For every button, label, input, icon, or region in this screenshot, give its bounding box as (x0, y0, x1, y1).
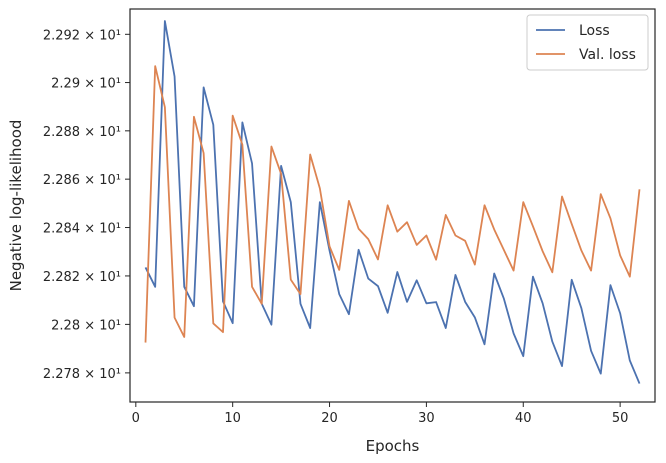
y-tick-label: 2.29 × 10¹ (51, 77, 121, 92)
y-tick-label: 2.284 × 10¹ (43, 222, 121, 237)
legend: Loss Val. loss (526, 14, 649, 71)
y-tick-label: 2.282 × 10¹ (43, 270, 121, 285)
legend-label-loss: Loss (579, 23, 610, 39)
x-tick-label: 50 (612, 411, 629, 426)
series-line-val-loss (144, 65, 641, 343)
y-tick-label: 2.292 × 10¹ (43, 28, 121, 43)
x-tick-label: 40 (515, 411, 532, 426)
y-axis: 2.278 × 10¹ 2.28 × 10¹ 2.282 × 10¹ 2.284 × … (43, 28, 130, 382)
x-axis-label: Epochs (366, 437, 420, 455)
x-tick-label: 20 (321, 411, 338, 426)
y-axis-label: Negative log-likelihood (7, 120, 25, 292)
series-layer (144, 20, 641, 384)
x-axis: 0 10 20 30 40 50 (132, 402, 629, 426)
x-tick-label: 10 (224, 411, 241, 426)
y-tick-label: 2.28 × 10¹ (51, 318, 121, 333)
series-line-loss (144, 20, 641, 384)
legend-label-val-loss: Val. loss (579, 47, 636, 63)
y-tick-label: 2.278 × 10¹ (43, 367, 121, 382)
x-tick-label: 30 (418, 411, 435, 426)
y-tick-label: 2.288 × 10¹ (43, 125, 121, 140)
x-tick-label: 0 (132, 411, 140, 426)
y-tick-label: 2.286 × 10¹ (43, 173, 121, 188)
legend-box (526, 14, 649, 71)
plot-frame (129, 8, 656, 403)
